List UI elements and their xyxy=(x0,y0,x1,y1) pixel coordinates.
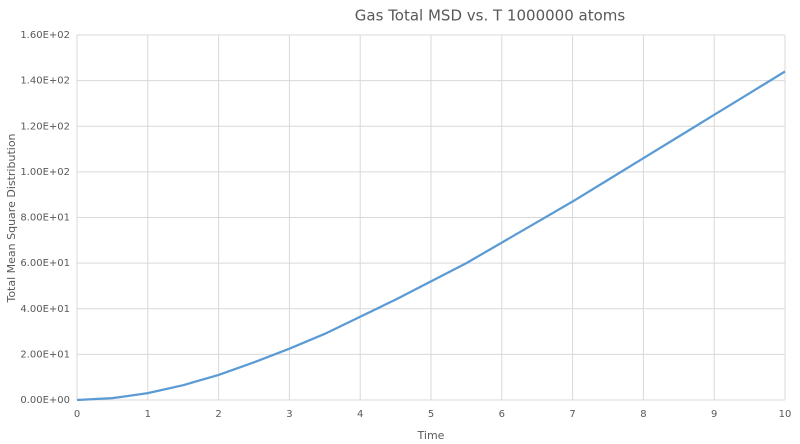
x-axis-label: Time xyxy=(417,429,445,442)
x-tick-label: 10 xyxy=(779,409,792,420)
x-tick-label: 3 xyxy=(286,409,292,420)
x-tick-label: 9 xyxy=(711,409,717,420)
x-tick-label: 0 xyxy=(74,409,80,420)
data-line xyxy=(76,70,786,402)
y-tick-label: 6.00E+01 xyxy=(20,258,70,269)
y-axis-label: Total Mean Square Distribution xyxy=(5,133,18,303)
x-tick-label: 7 xyxy=(569,409,575,420)
y-tick-label: 1.00E+02 xyxy=(20,167,70,178)
x-tick-label: 2 xyxy=(215,409,221,420)
x-tick-label: 1 xyxy=(145,409,151,420)
y-tick-label: 8.00E+01 xyxy=(20,213,70,224)
y-tick-label: 1.60E+02 xyxy=(20,30,70,41)
chart-title: Gas Total MSD vs. T 1000000 atoms xyxy=(355,7,626,25)
y-tick-label: 2.00E+01 xyxy=(20,349,70,360)
y-tick-label: 0.00E+00 xyxy=(20,395,70,406)
y-tick-label: 1.40E+02 xyxy=(20,76,70,87)
x-tick-label: 5 xyxy=(428,409,434,420)
x-tick-label: 4 xyxy=(357,409,363,420)
x-tick-label: 8 xyxy=(640,409,646,420)
y-tick-label: 1.20E+02 xyxy=(20,121,70,132)
x-tick-label: 6 xyxy=(499,409,505,420)
y-tick-label: 4.00E+01 xyxy=(20,304,70,315)
